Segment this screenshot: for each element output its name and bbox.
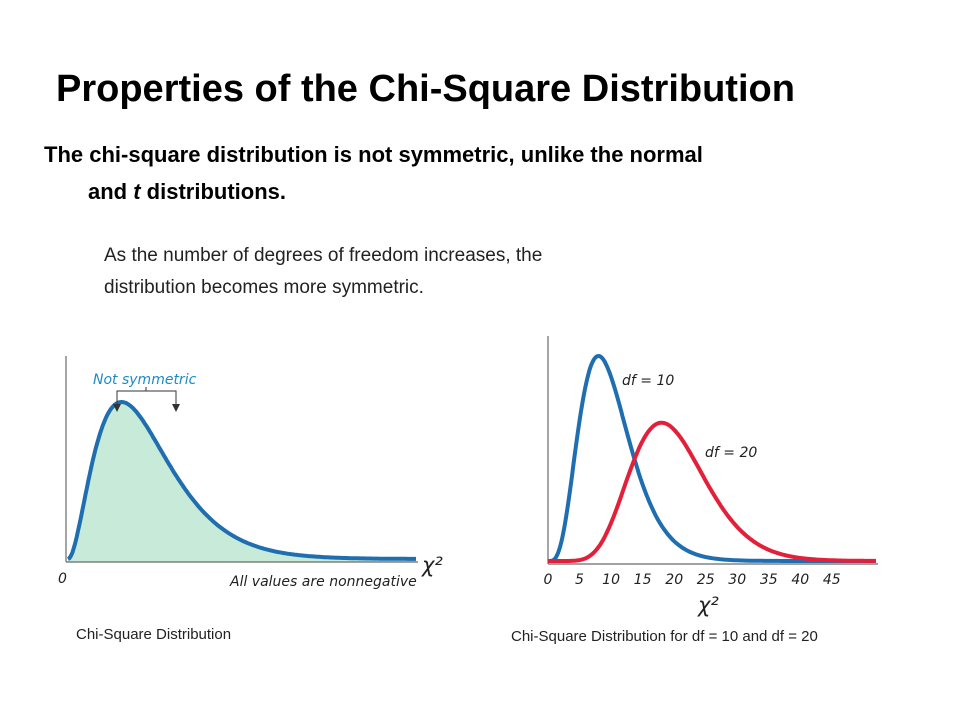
x-tick-label: 30 xyxy=(728,572,746,588)
x-axis-label: χ² xyxy=(421,553,443,577)
chi-square-chart: Not symmetric 0 All values are nonnegati… xyxy=(58,356,443,590)
x-axis-label: χ² xyxy=(697,593,719,617)
series-curve-df20 xyxy=(548,420,876,563)
series-label-df10: df = 10 xyxy=(622,373,674,389)
series-curves xyxy=(548,353,876,563)
bracket-arrow-right xyxy=(172,404,180,412)
annotation-bracket xyxy=(116,387,177,404)
chi-square-df-chart: 0 5 10 15 20 25 30 35 40 45 df = 10 df = 20 χ² xyxy=(544,336,878,617)
bullet-line-2-pre: and xyxy=(88,179,134,204)
slide-title: Properties of the Chi-Square Distributio… xyxy=(56,68,795,110)
note-line-1: As the number of degrees of freedom incr… xyxy=(104,245,543,266)
distribution-curve xyxy=(67,399,416,561)
x-tick-label: 5 xyxy=(575,572,584,588)
bracket-arrow-left xyxy=(113,404,121,412)
right-chart-caption: Chi-Square Distribution for df = 10 and … xyxy=(511,628,818,645)
bullet-line-2-italic: t xyxy=(133,179,141,204)
note-text: As the number of degrees of freedom incr… xyxy=(104,240,694,304)
distribution-fill-area xyxy=(68,402,416,562)
left-chart-caption: Chi-Square Distribution xyxy=(76,626,232,643)
x-tick-label: 45 xyxy=(823,572,841,588)
bullet-line-2-post: distributions. xyxy=(140,179,287,204)
origin-label: 0 xyxy=(58,571,67,587)
annotation-nonnegative: All values are nonnegative xyxy=(229,574,417,590)
x-tick-label: 0 xyxy=(544,572,553,588)
note-line-2: distribution becomes more symmetric. xyxy=(104,277,424,298)
bullet-line-1: The chi-square distribution is not symme… xyxy=(44,142,703,167)
series-label-df20: df = 20 xyxy=(705,445,757,461)
x-tick-label: 15 xyxy=(634,572,652,588)
x-tick-label: 10 xyxy=(602,572,620,588)
x-tick-label: 20 xyxy=(665,572,683,588)
annotation-not-symmetric: Not symmetric xyxy=(93,372,197,388)
x-tick-label: 25 xyxy=(697,572,715,588)
x-ticks: 0 5 10 15 20 25 30 35 40 45 xyxy=(544,572,841,588)
bullet-line-2: and t distributions. xyxy=(44,173,904,210)
main-bullet: The chi-square distribution is not symme… xyxy=(44,136,904,210)
x-tick-label: 40 xyxy=(791,572,809,588)
x-tick-label: 35 xyxy=(760,572,778,588)
